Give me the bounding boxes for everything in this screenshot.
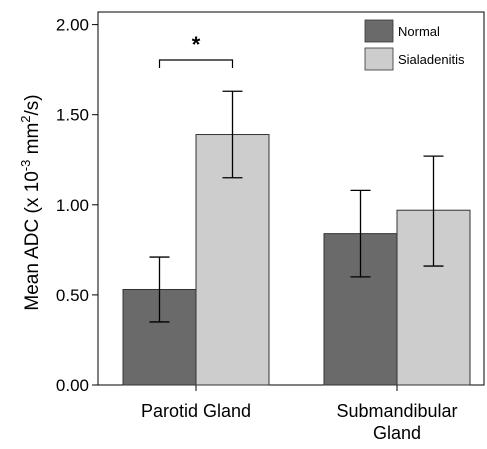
plot-frame <box>97 11 485 386</box>
error-bars <box>149 90 444 323</box>
x-category-label: Submandibular <box>336 401 457 421</box>
significance-star: * <box>192 32 201 57</box>
y-tick-label: 2.00 <box>56 16 89 35</box>
y-axis-label-part: /s) <box>22 94 43 115</box>
legend-label: Sialadenitis <box>398 52 465 67</box>
legend-label: Normal <box>398 24 440 39</box>
y-axis-label: Mean ADC (x 10-3 mm2/s) <box>18 94 43 310</box>
y-tick-label: 0.50 <box>56 286 89 305</box>
significance-annotation: * <box>158 32 234 68</box>
y-axis-label-part: mm <box>22 123 43 160</box>
y-tick-label: 1.50 <box>56 106 89 125</box>
axes: 0.00 0.50 1.00 1.50 2.00 Mean ADC (x 10-3 mm2… <box>18 11 485 443</box>
x-category-label: Gland <box>373 423 421 443</box>
y-axis-label-exponent: -3 <box>18 160 33 172</box>
bars <box>122 134 471 386</box>
y-axis-label-part: Mean ADC (x 10 <box>22 171 43 310</box>
x-category-label: Parotid Gland <box>141 401 251 421</box>
y-axis-label-exponent: 2 <box>18 115 33 122</box>
significance-bracket <box>158 59 234 68</box>
legend-swatch-normal <box>364 19 394 43</box>
y-tick-label: 1.00 <box>56 196 89 215</box>
legend-swatch-sialadenitis <box>364 47 394 71</box>
y-tick-label: 0.00 <box>56 376 89 395</box>
legend: Normal Sialadenitis <box>364 19 465 71</box>
